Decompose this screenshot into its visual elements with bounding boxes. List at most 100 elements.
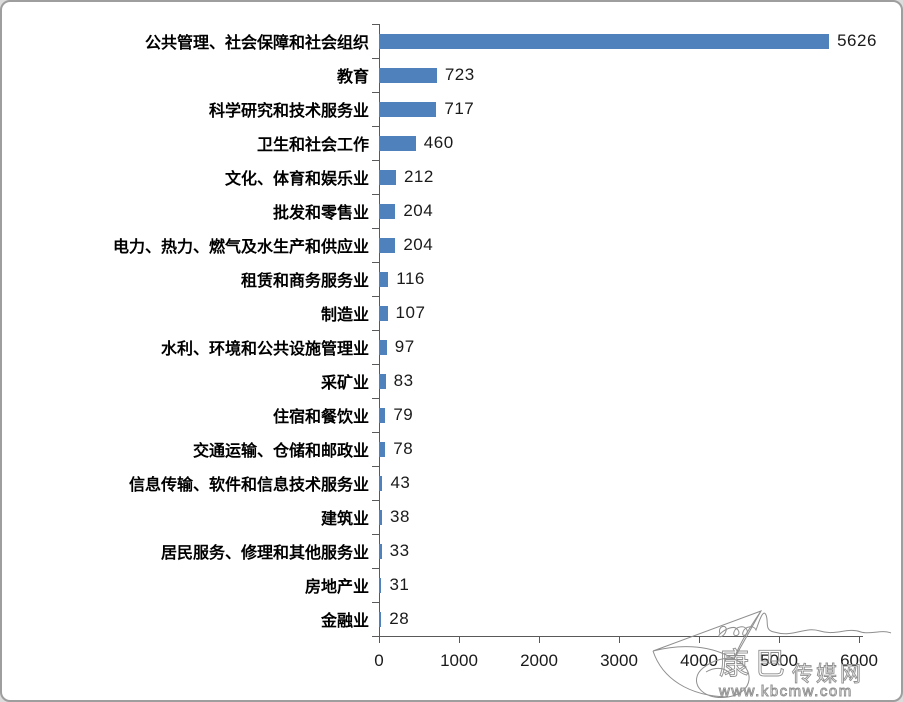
y-axis-tick: [372, 602, 380, 603]
bar: [379, 339, 387, 355]
y-axis-tick: [372, 500, 380, 501]
y-axis-tick: [372, 126, 380, 127]
bar: [379, 237, 396, 253]
y-axis-tick: [372, 330, 380, 331]
bar-row: 批发和零售业 204: [2, 194, 901, 228]
x-axis-label: 3000: [600, 651, 638, 670]
x-axis-label: 4000: [680, 651, 718, 670]
value-label: 204: [403, 201, 434, 220]
bar-row: 教育 723: [2, 58, 901, 92]
value-label: 723: [444, 65, 475, 84]
y-axis-tick: [372, 24, 380, 25]
bar: [379, 203, 396, 219]
y-axis-tick: [372, 432, 380, 433]
category-label: 建筑业: [320, 511, 369, 528]
value-label: 116: [396, 269, 425, 288]
bar: [379, 475, 383, 491]
bar-zone: 79: [379, 398, 901, 432]
bar-zone: 723: [379, 58, 901, 92]
category-label: 制造业: [320, 307, 369, 324]
x-axis-tick: [539, 636, 540, 643]
y-axis-tick: [372, 534, 380, 535]
bar-row: 信息传输、软件和信息技术服务业 43: [2, 466, 901, 500]
bar-row: 采矿业 83: [2, 364, 901, 398]
x-axis-tick: [779, 636, 780, 643]
category-label: 电力、热力、燃气及水生产和供应业: [112, 239, 369, 256]
bar-rows: 公共管理、社会保障和社会组织 5626 教育 723 科学研究和技术服务业 717 卫生和社…: [2, 24, 901, 636]
bar-row: 金融业 28: [2, 602, 901, 636]
y-axis-tick: [372, 160, 380, 161]
x-axis-tick: [859, 636, 860, 643]
bar-zone: 31: [379, 568, 901, 602]
category-label: 金融业: [320, 613, 369, 630]
bar-row: 租赁和商务服务业 116: [2, 262, 901, 296]
bar: [379, 373, 386, 389]
bar-row: 水利、环境和公共设施管理业 97: [2, 330, 901, 364]
value-label: 33: [389, 541, 410, 560]
value-label: 79: [393, 405, 414, 424]
value-label: 83: [393, 371, 414, 390]
bar-row: 房地产业 31: [2, 568, 901, 602]
y-axis-tick: [372, 262, 380, 263]
bar-row: 居民服务、修理和其他服务业 33: [2, 534, 901, 568]
y-axis-tick: [372, 364, 380, 365]
value-label: 204: [403, 235, 434, 254]
category-label: 住宿和餐饮业: [272, 409, 369, 426]
x-axis-label: 6000: [840, 651, 878, 670]
bar-zone: 116: [379, 262, 901, 296]
bar: [379, 543, 382, 559]
category-label: 采矿业: [320, 375, 369, 392]
y-axis-tick: [372, 228, 380, 229]
bar-row: 公共管理、社会保障和社会组织 5626: [2, 24, 901, 58]
y-axis-tick: [372, 92, 380, 93]
category-label: 卫生和社会工作: [256, 137, 369, 154]
value-label: 107: [395, 303, 426, 322]
value-label: 78: [393, 439, 414, 458]
bar-zone: 460: [379, 126, 901, 160]
watermark-url: www.kbcmw.com: [718, 683, 853, 700]
bar-row: 建筑业 38: [2, 500, 901, 534]
category-label: 交通运输、仓储和邮政业: [192, 443, 369, 460]
bar: [379, 407, 386, 423]
bar-zone: 717: [379, 92, 901, 126]
bar-row: 科学研究和技术服务业 717: [2, 92, 901, 126]
value-label: 43: [390, 473, 411, 492]
category-label: 批发和零售业: [272, 205, 369, 222]
x-axis-tick: [699, 636, 700, 643]
bar-row: 文化、体育和娱乐业 212: [2, 160, 901, 194]
category-label: 信息传输、软件和信息技术服务业: [128, 477, 369, 494]
x-axis-label: 1000: [440, 651, 478, 670]
y-axis-tick: [372, 636, 380, 637]
y-axis-tick: [372, 58, 380, 59]
bar: [379, 611, 382, 627]
x-axis-label: 5000: [760, 651, 798, 670]
bar-row: 制造业 107: [2, 296, 901, 330]
value-label: 31: [389, 575, 410, 594]
bar: [379, 271, 389, 287]
category-label: 科学研究和技术服务业: [208, 103, 369, 120]
bar-row: 住宿和餐饮业 79: [2, 398, 901, 432]
x-axis-label: 0: [374, 651, 384, 670]
y-axis-tick: [372, 194, 380, 195]
bar-zone: 28: [379, 602, 901, 636]
bar-zone: 33: [379, 534, 901, 568]
category-label: 租赁和商务服务业: [240, 273, 369, 290]
value-label: 38: [390, 507, 410, 526]
value-label: 460: [423, 133, 454, 152]
y-axis-tick: [372, 296, 380, 297]
bar-zone: 83: [379, 364, 901, 398]
x-axis-tick: [379, 636, 380, 643]
y-axis-tick: [372, 398, 380, 399]
bar-row: 卫生和社会工作 460: [2, 126, 901, 160]
category-label: 文化、体育和娱乐业: [224, 171, 369, 188]
value-label: 97: [394, 337, 415, 356]
bar-row: 电力、热力、燃气及水生产和供应业 204: [2, 228, 901, 262]
category-label: 水利、环境和公共设施管理业: [160, 341, 369, 358]
value-label: 212: [403, 167, 434, 186]
bar-zone: 78: [379, 432, 901, 466]
bar-row: 交通运输、仓储和邮政业 78: [2, 432, 901, 466]
bar-zone: 38: [379, 500, 901, 534]
bar: [379, 33, 830, 49]
bar: [379, 169, 396, 185]
